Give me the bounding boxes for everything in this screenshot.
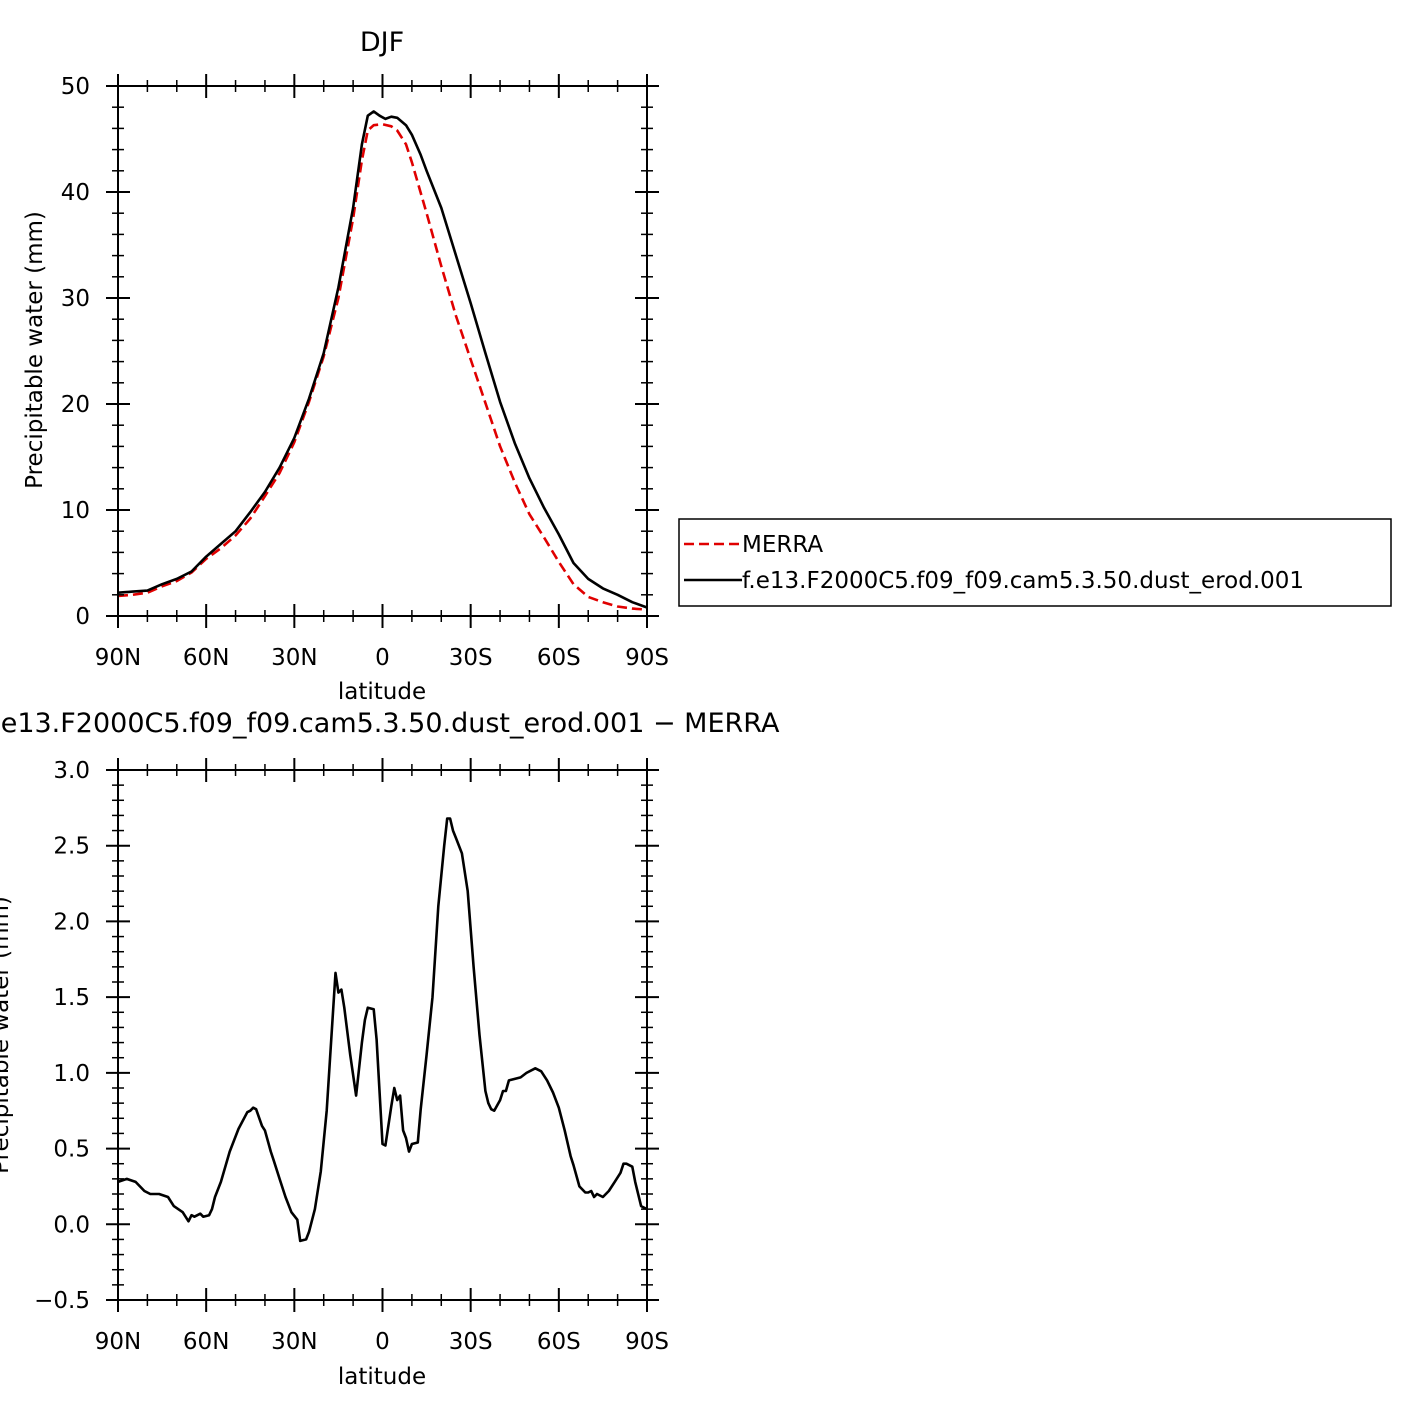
plot-area-series <box>117 110 648 611</box>
x-axis-label: latitude <box>338 1364 426 1390</box>
y-tick-label: 0.5 <box>53 1137 90 1163</box>
x-tick-label: 0 <box>375 1329 390 1355</box>
series-line-0 <box>117 817 648 1243</box>
y-tick-label: 1.5 <box>53 985 90 1011</box>
x-tick-label: 30N <box>271 645 317 671</box>
x-tick-label: 60N <box>183 645 229 671</box>
x-tick-label: 90S <box>625 1329 669 1355</box>
plot-frame <box>117 85 648 617</box>
y-tick-label: 10 <box>61 498 90 524</box>
y-tick-label: 0.0 <box>53 1212 90 1238</box>
y-tick-label: 30 <box>61 286 90 312</box>
y-tick-label: −0.5 <box>34 1288 90 1314</box>
chart-title: DJF <box>360 27 404 58</box>
y-tick-label: 1.0 <box>53 1061 90 1087</box>
y-tick-label: 40 <box>61 180 90 206</box>
legend: MERRA f.e13.F2000C5.f09_f09.cam5.3.50.du… <box>678 518 1392 607</box>
x-tick-label: 60N <box>183 1329 229 1355</box>
chart-title: f.e13.F2000C5.f09_f09.cam5.3.50.dust_ero… <box>0 708 780 739</box>
axis-ticks: 90N 60N 30N 0 30S 60S 90S −0.5 0.0 0.5 1.0 1.5 2.0 2.… <box>34 758 669 1355</box>
y-tick-label: 2.0 <box>53 909 90 935</box>
y-tick-label: 2.5 <box>53 834 90 860</box>
y-axis-label: Precipitable water (mm) <box>22 211 48 489</box>
x-tick-label: 0 <box>375 645 390 671</box>
x-tick-label: 30N <box>271 1329 317 1355</box>
y-tick-label: 50 <box>61 74 90 100</box>
plot-area-series <box>117 817 648 1243</box>
plot-frame <box>117 769 648 1301</box>
y-axis-label: Precipitable water (mm) <box>0 896 14 1174</box>
legend-box <box>678 518 1392 607</box>
axis-ticks: 90N 60N 30N 0 30S 60S 90S 0 10 20 30 40 50 <box>61 74 669 671</box>
bottom-panel: f.e13.F2000C5.f09_f09.cam5.3.50.dust_ero… <box>0 708 780 1390</box>
x-tick-label: 60S <box>537 1329 581 1355</box>
legend-label-merra: MERRA <box>742 532 823 558</box>
x-axis-label: latitude <box>338 679 426 705</box>
y-tick-label: 0 <box>75 604 90 630</box>
x-tick-label: 30S <box>449 1329 493 1355</box>
x-tick-label: 30S <box>449 645 493 671</box>
series-line-1 <box>117 110 648 609</box>
x-tick-label: 90S <box>625 645 669 671</box>
legend-label-model: f.e13.F2000C5.f09_f09.cam5.3.50.dust_ero… <box>742 568 1304 594</box>
series-line-0 <box>117 122 648 611</box>
y-tick-label: 3.0 <box>53 758 90 784</box>
y-tick-label: 20 <box>61 392 90 418</box>
x-tick-label: 90N <box>95 1329 141 1355</box>
x-tick-label: 60S <box>537 645 581 671</box>
top-panel: DJF Precipitable water (mm) latitude 90N… <box>22 27 669 705</box>
x-tick-label: 90N <box>95 645 141 671</box>
